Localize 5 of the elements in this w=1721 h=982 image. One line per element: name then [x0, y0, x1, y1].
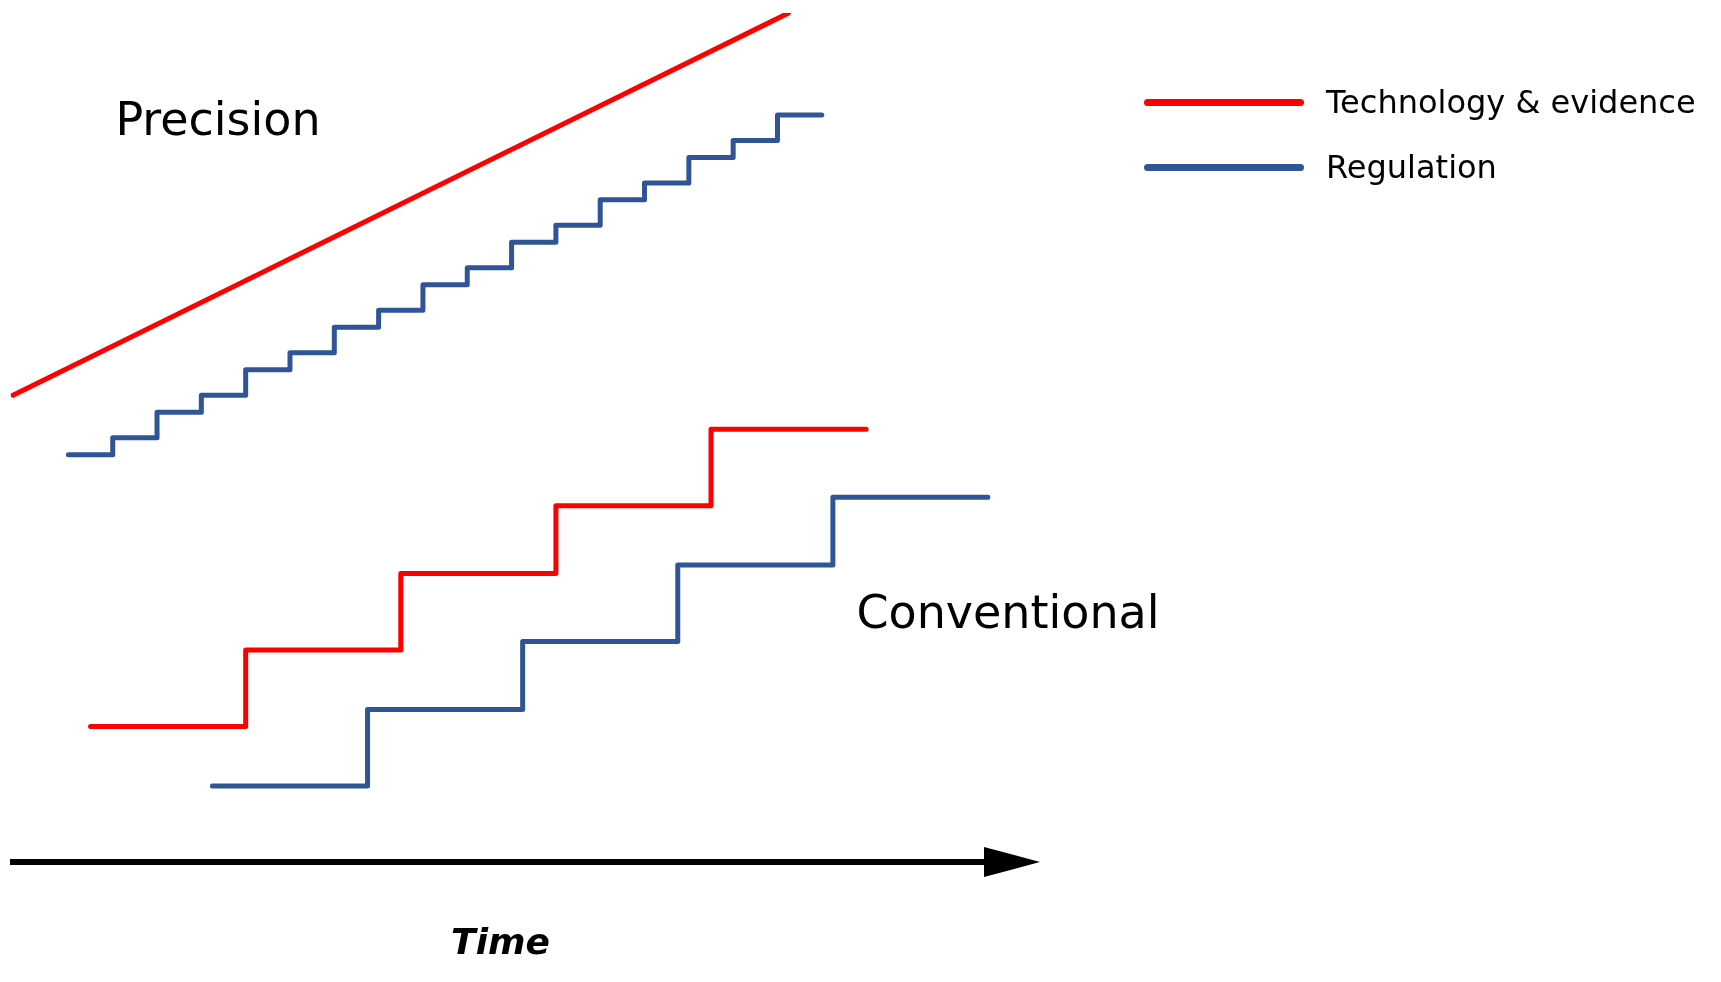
x-axis-title: Time	[451, 920, 550, 962]
annotation: Precision	[115, 92, 321, 147]
legend-label: Regulation	[1326, 148, 1497, 186]
legend-label: Technology & evidence	[1326, 83, 1696, 121]
annotation: Conventional	[856, 585, 1160, 640]
